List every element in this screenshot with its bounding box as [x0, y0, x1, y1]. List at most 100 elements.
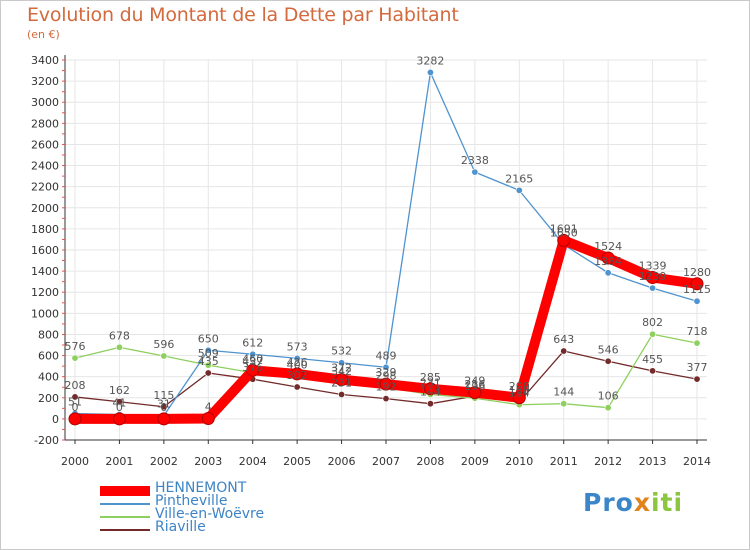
- y-tick-label: 1200: [31, 286, 59, 299]
- legend-label-riaville: Riaville: [155, 519, 206, 535]
- data-label-ville-en-woevre: 342: [331, 365, 352, 378]
- data-label-ville-en-woevre: 509: [198, 347, 219, 360]
- data-label-riaville: 208: [65, 379, 86, 392]
- data-point-pintheville: [426, 68, 434, 76]
- data-label-layer: 208 162 115 435 376 302 231 192 144 216 160 643 546 4…: [65, 54, 712, 413]
- data-point-riaville: [426, 400, 434, 408]
- data-label-pintheville: 612: [242, 336, 263, 349]
- data-label-pintheville: 51: [68, 396, 82, 409]
- x-tick-label: 2004: [239, 455, 267, 468]
- data-label-pintheville: 41: [112, 397, 126, 410]
- x-tick-label: 2002: [150, 455, 178, 468]
- legend-label-hennemont: HENNEMONT: [155, 480, 247, 496]
- data-label-riaville: 160: [509, 384, 530, 397]
- data-label-hennemont: 426: [287, 356, 308, 369]
- legend: HENNEMONT Pintheville Ville-en-Woëvre Ri…: [100, 480, 360, 536]
- data-label-hennemont: 1524: [594, 240, 622, 253]
- data-label-ville-en-woevre: 144: [553, 386, 574, 399]
- y-tick-label: 600: [38, 350, 59, 363]
- data-label-riaville: 546: [598, 343, 619, 356]
- y-tick-label: 3200: [31, 75, 59, 88]
- x-tick-label: 2009: [461, 455, 489, 468]
- data-label-pintheville: 1384: [594, 255, 622, 268]
- data-label-pintheville: 1650: [550, 227, 578, 240]
- data-point-hennemont: [68, 412, 82, 426]
- y-tick-label: 2000: [31, 202, 59, 215]
- data-point-hennemont: [112, 412, 126, 426]
- legend-swatch-ville-en-woevre: [100, 516, 150, 518]
- data-label-pintheville: 1239: [639, 270, 667, 283]
- data-point-riaville: [604, 357, 612, 365]
- data-label-ville-en-woevre: 134: [509, 387, 530, 400]
- x-tick-label: 2007: [372, 455, 400, 468]
- data-point-pintheville: [471, 168, 479, 176]
- data-point-hennemont: [557, 233, 571, 247]
- data-point-ville-en-woevre: [604, 404, 612, 412]
- legend-label-ville-en-woevre: Ville-en-Woëvre: [155, 506, 265, 522]
- x-tick-label: 2003: [194, 455, 222, 468]
- data-label-hennemont: 1280: [683, 266, 711, 279]
- data-label-riaville: 216: [464, 378, 485, 391]
- x-tick-label: 2000: [61, 455, 89, 468]
- data-label-hennemont: 1339: [639, 260, 667, 273]
- data-label-pintheville: 31: [157, 398, 171, 411]
- data-label-hennemont: 200: [509, 380, 530, 393]
- data-label-riaville: 455: [642, 353, 663, 366]
- data-point-hennemont: [512, 391, 526, 405]
- legend-swatch-hennemont: [100, 486, 150, 496]
- axis-layer: -200020040060080010001200140016001800200…: [31, 54, 711, 468]
- legend-item-ville-en-woevre: Ville-en-Woëvre: [100, 506, 360, 523]
- data-label-ville-en-woevre: 718: [687, 325, 708, 338]
- x-tick-label: 2012: [594, 455, 622, 468]
- data-point-riaville: [382, 395, 390, 403]
- data-label-pintheville: 3282: [416, 54, 444, 67]
- data-label-ville-en-woevre: 400: [287, 359, 308, 372]
- data-label-riaville: 144: [420, 386, 441, 399]
- data-point-riaville: [649, 367, 657, 375]
- legend-swatch-riaville: [100, 529, 150, 531]
- y-tick-label: 200: [38, 392, 59, 405]
- data-label-pintheville: 650: [198, 332, 219, 345]
- y-tick-label: -200: [34, 434, 59, 447]
- x-tick-label: 2013: [639, 455, 667, 468]
- data-label-pintheville: 489: [376, 349, 397, 362]
- data-label-hennemont: 329: [376, 366, 397, 379]
- data-point-pintheville: [204, 346, 212, 354]
- legend-item-pintheville: Pintheville: [100, 493, 360, 510]
- data-point-ville-en-woevre: [71, 354, 79, 362]
- data-point-ville-en-woevre: [160, 352, 168, 360]
- data-label-pintheville: 532: [331, 345, 352, 358]
- x-tick-label: 2011: [550, 455, 578, 468]
- data-label-hennemont: 249: [464, 375, 485, 388]
- data-point-ville-en-woevre: [649, 330, 657, 338]
- data-label-pintheville: 2165: [505, 172, 533, 185]
- x-tick-label: 2006: [328, 455, 356, 468]
- chart-unit: (en €): [27, 28, 60, 41]
- data-label-ville-en-woevre: 678: [109, 329, 130, 342]
- x-tick-label: 2005: [283, 455, 311, 468]
- data-point-ville-en-woevre: [560, 400, 568, 408]
- data-point-hennemont: [201, 411, 215, 425]
- data-point-riaville: [71, 393, 79, 401]
- data-point-riaville: [115, 398, 123, 406]
- x-tick-label: 2001: [105, 455, 133, 468]
- data-label-ville-en-woevre: 576: [65, 340, 86, 353]
- data-point-pintheville: [604, 269, 612, 277]
- data-point-hennemont: [335, 373, 349, 387]
- data-label-ville-en-woevre: 196: [464, 380, 485, 393]
- y-tick-label: 3000: [31, 96, 59, 109]
- data-label-ville-en-woevre: 231: [420, 377, 441, 390]
- data-label-ville-en-woevre: 106: [598, 390, 619, 403]
- data-point-pintheville: [293, 354, 301, 362]
- data-label-ville-en-woevre: 437: [242, 355, 263, 368]
- data-point-pintheville: [249, 350, 257, 358]
- data-point-pintheville: [693, 297, 701, 305]
- y-tick-label: 2200: [31, 181, 59, 194]
- data-label-riaville: 643: [553, 333, 574, 346]
- series-layer: [68, 68, 704, 426]
- data-point-riaville: [338, 391, 346, 399]
- data-point-hennemont: [379, 377, 393, 391]
- data-label-hennemont: 460: [242, 352, 263, 365]
- data-point-hennemont: [423, 382, 437, 396]
- data-label-riaville: 376: [242, 361, 263, 374]
